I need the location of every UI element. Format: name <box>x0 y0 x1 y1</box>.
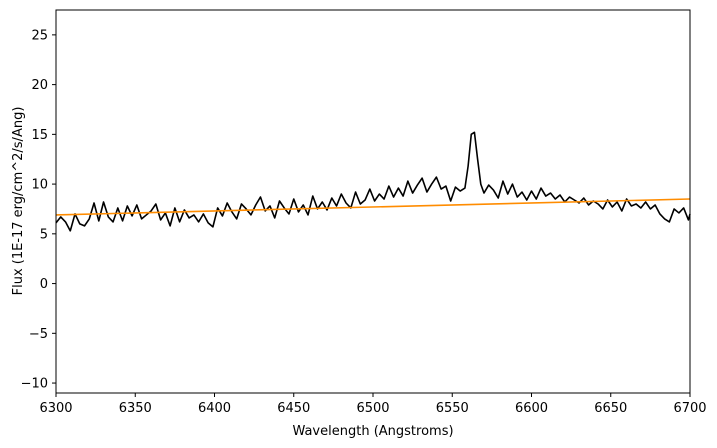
y-tick-label: −5 <box>29 327 48 342</box>
x-axis-label: Wavelength (Angstroms) <box>292 424 453 439</box>
x-tick-label: 6350 <box>119 401 152 416</box>
x-tick-label: 6450 <box>277 401 310 416</box>
y-tick-label: 20 <box>31 78 48 93</box>
x-tick-label: 6300 <box>39 401 72 416</box>
y-tick-label: 25 <box>31 28 48 43</box>
x-tick-label: 6650 <box>594 401 627 416</box>
x-tick-label: 6600 <box>515 401 548 416</box>
x-tick-label: 6500 <box>356 401 389 416</box>
x-tick-label: 6700 <box>673 401 706 416</box>
spectrum-line <box>55 131 691 232</box>
y-tick-label: 10 <box>31 178 48 193</box>
y-tick-label: 5 <box>40 227 48 242</box>
continuum-fit-line <box>55 198 691 216</box>
y-tick-label: −10 <box>21 377 48 392</box>
y-tick-label: 15 <box>31 128 48 143</box>
plot-lines <box>55 131 691 232</box>
y-axis-ticks: −10 −5 0 5 10 15 20 25 <box>21 28 56 392</box>
x-tick-label: 6550 <box>436 401 469 416</box>
x-tick-label: 6400 <box>198 401 231 416</box>
y-axis-label: Flux (1E-17 erg/cm^2/s/Ang) <box>11 107 26 296</box>
x-axis-ticks: 6300 6350 6400 6450 6500 6550 6600 6650 6700 <box>39 393 707 416</box>
y-tick-label: 0 <box>40 277 48 292</box>
